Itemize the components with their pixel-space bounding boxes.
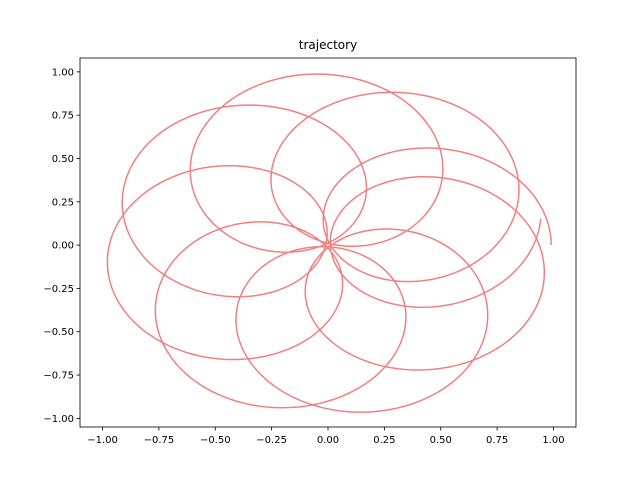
plot-area: [106, 73, 552, 413]
y-tick-label: −0.50: [43, 327, 74, 338]
y-tick-label: 0.25: [52, 197, 74, 208]
x-tick-label: −1.00: [87, 435, 118, 446]
y-tick-label: −0.75: [43, 371, 74, 382]
trajectory-line: [106, 73, 552, 413]
x-axis: −1.00 −0.75 −0.50 −0.25 0.00 0.25 0.50 0.75 1.00: [87, 427, 565, 446]
chart-title: trajectory: [299, 38, 357, 52]
y-tick-label: 0.50: [52, 154, 74, 165]
x-tick-label: −0.75: [144, 435, 175, 446]
y-tick-label: −1.00: [43, 414, 74, 425]
x-tick-label: −0.25: [256, 435, 287, 446]
x-tick-label: −0.50: [200, 435, 231, 446]
x-tick-label: 0.00: [317, 435, 339, 446]
y-tick-label: 0.75: [52, 111, 74, 122]
y-tick-label: 1.00: [52, 67, 74, 78]
x-tick-label: 0.25: [373, 435, 395, 446]
x-tick-label: 0.75: [486, 435, 508, 446]
y-tick-label: 0.00: [52, 241, 74, 252]
y-axis: 1.00 0.75 0.50 0.25 0.00 −0.25 −0.50 −0.75 −1.00: [43, 67, 80, 425]
x-tick-label: 1.00: [542, 435, 564, 446]
y-tick-label: −0.25: [43, 284, 74, 295]
x-tick-label: 0.50: [430, 435, 452, 446]
